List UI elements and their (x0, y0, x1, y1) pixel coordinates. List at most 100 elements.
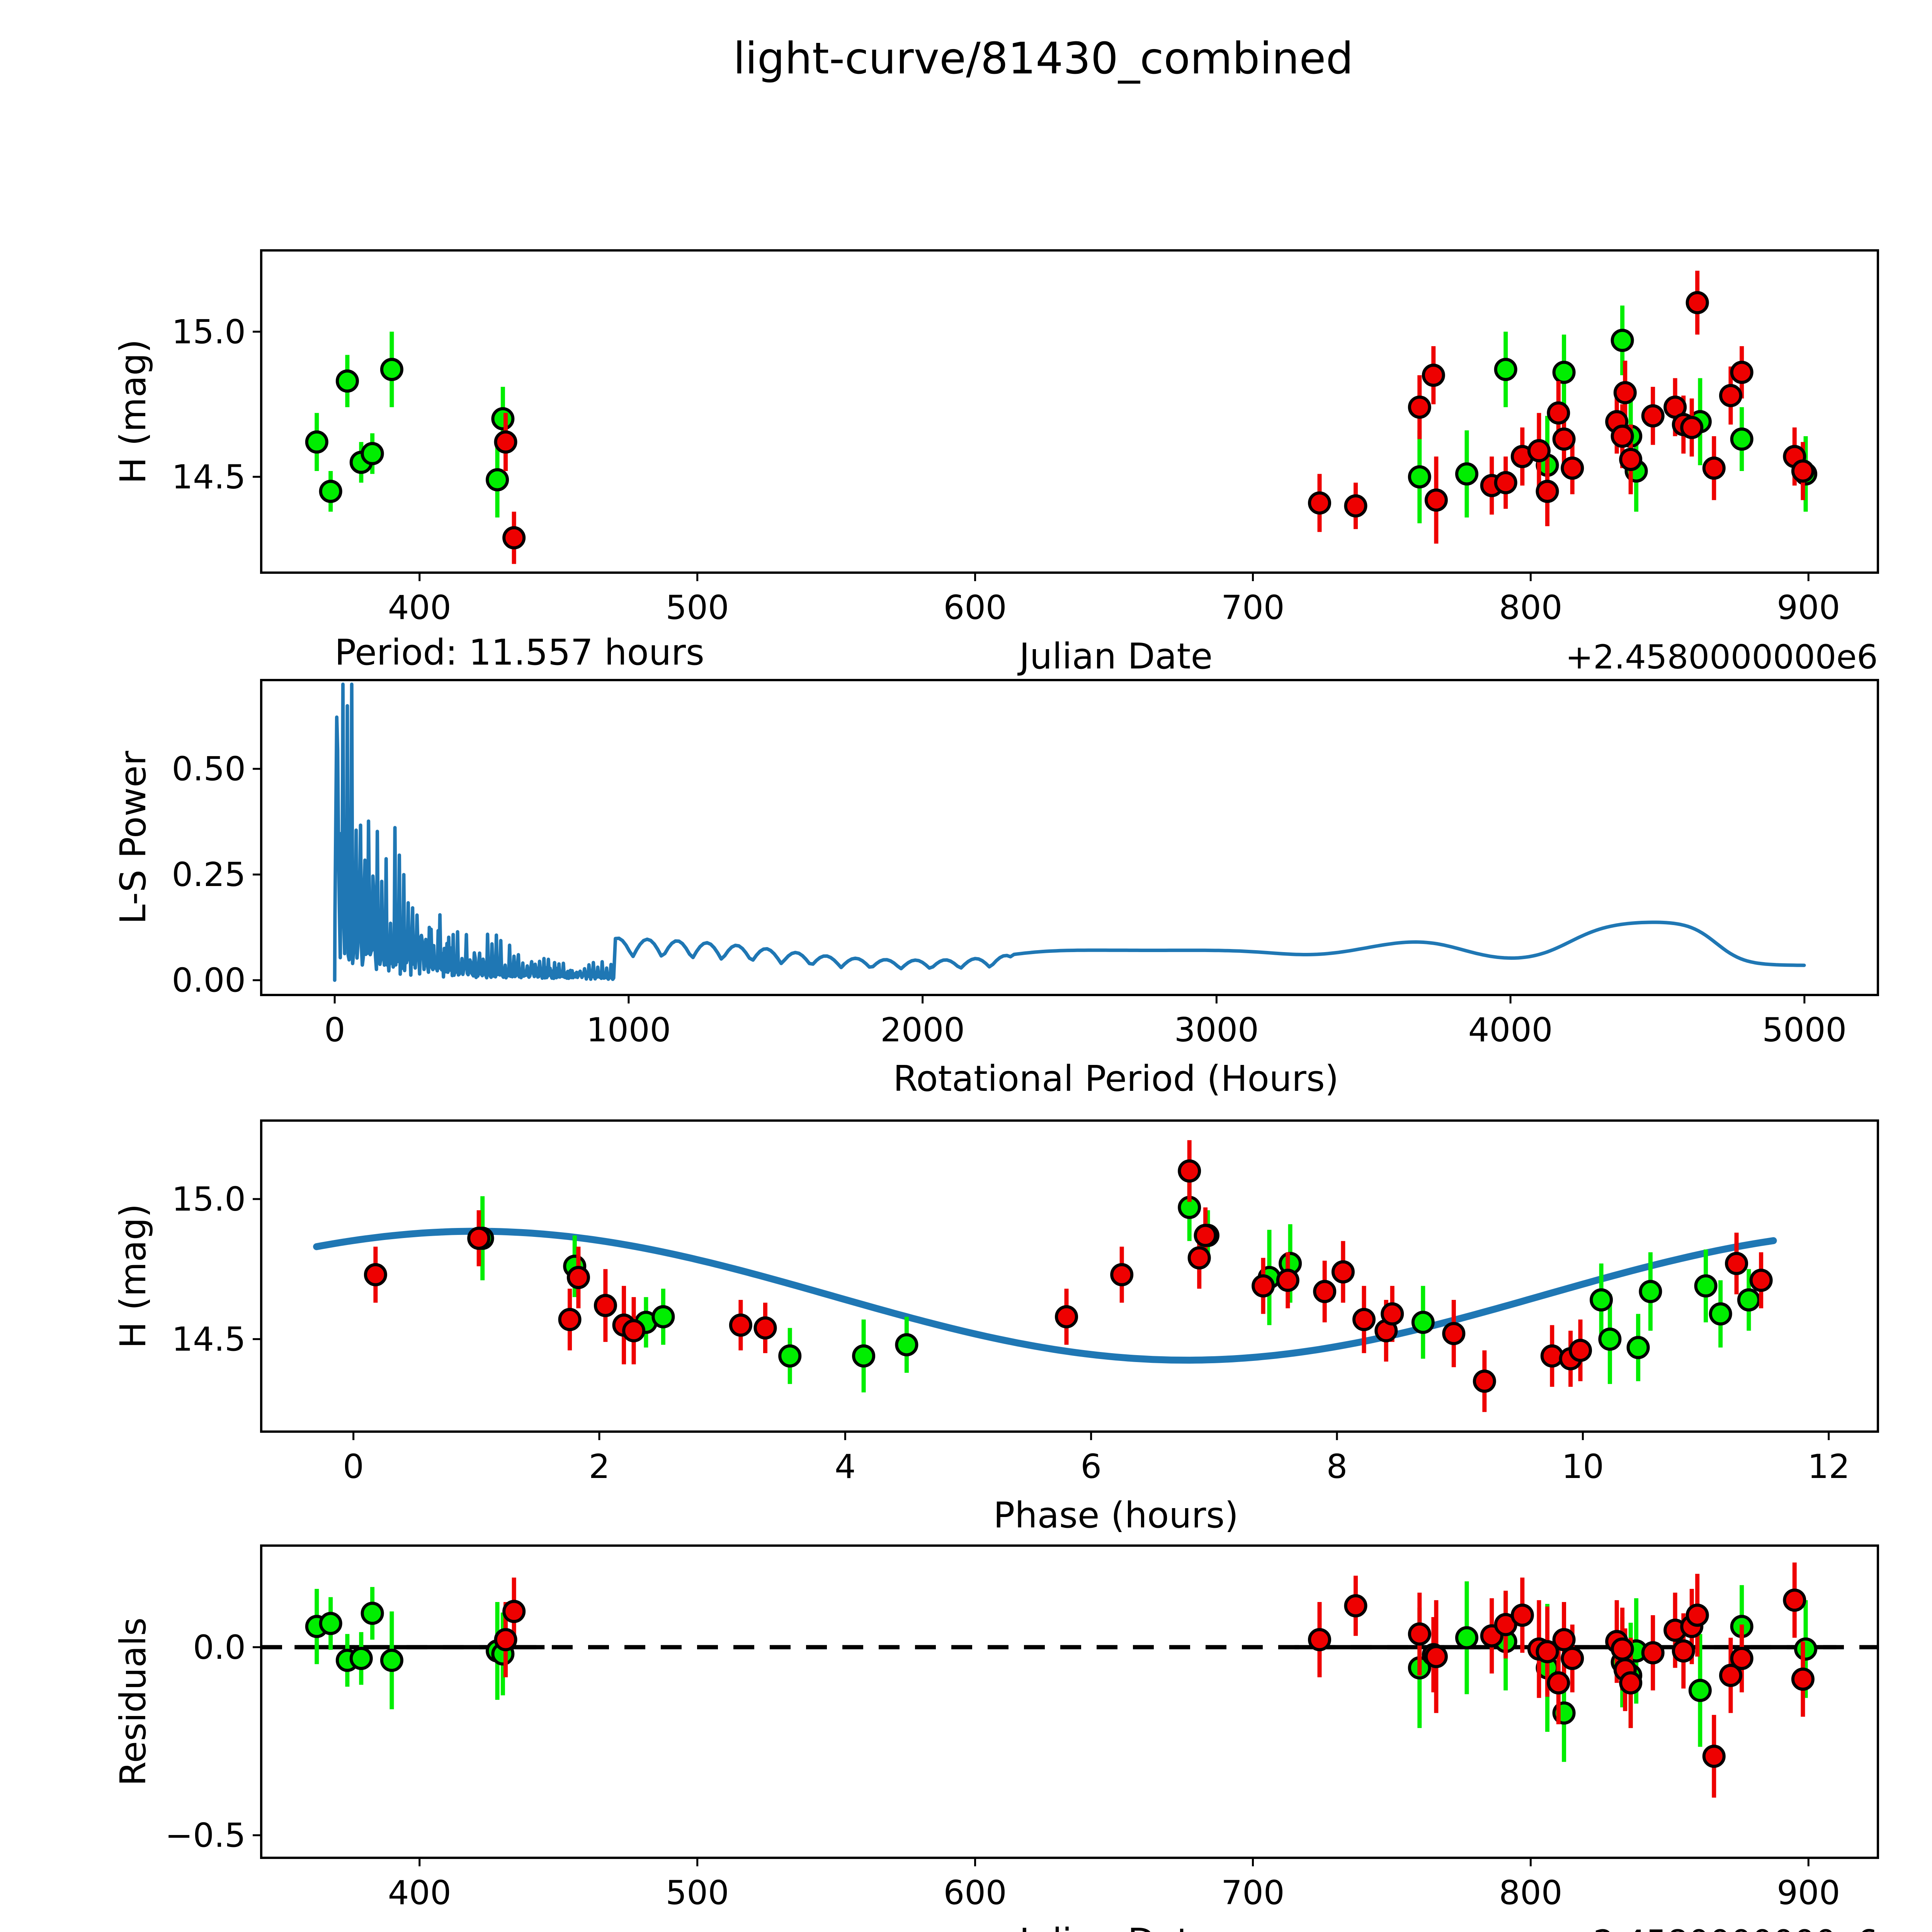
panel-periodogram-yticklabel: 0.00 (172, 961, 246, 1000)
panel-periodogram-xlabel: Rotational Period (Hours) (893, 1058, 1338, 1099)
data-point (1783, 1588, 1806, 1612)
panel-lightcurve-xlabel: Julian Date (1017, 636, 1213, 677)
panel-phase-frame (260, 1119, 1879, 1433)
panel-residuals: 400 500 600 700 800 900 −0.5 0.0 Julian Date Resi… (112, 1544, 1879, 1932)
data-point (1331, 1260, 1355, 1284)
data-point (361, 442, 384, 465)
panel-lightcurve-ylabel: H (mag) (112, 339, 154, 484)
data-point (1344, 1594, 1367, 1617)
data-point (1455, 1626, 1478, 1650)
data-point (1252, 1274, 1275, 1298)
data-point (1455, 462, 1478, 486)
data-point (1352, 1308, 1376, 1331)
data-point (1552, 361, 1576, 384)
panel-periodogram-xticklabel: 2000 (880, 1011, 965, 1049)
data-point (349, 1647, 373, 1670)
panel-phase-xticklabel: 6 (1080, 1447, 1102, 1486)
data-point (1611, 1637, 1634, 1661)
panel-lightcurve-xticklabel: 600 (943, 588, 1007, 627)
data-point (895, 1333, 918, 1357)
data-point (1552, 427, 1576, 451)
panel-residuals-yticklabel: −0.5 (165, 1816, 246, 1855)
data-point (380, 358, 403, 381)
data-point (364, 1263, 387, 1286)
panel-residuals-xticklabel: 700 (1221, 1874, 1284, 1912)
data-point (1408, 395, 1431, 419)
panel-phase-xticklabel: 8 (1327, 1447, 1348, 1486)
phase-fit-curve (313, 1228, 1777, 1364)
data-point (1313, 1280, 1337, 1303)
data-point (729, 1313, 752, 1337)
data-point (1730, 427, 1753, 451)
panel-residuals-xticklabel: 500 (666, 1874, 729, 1912)
panel-residuals-xticklabel: 800 (1499, 1874, 1562, 1912)
panel-residuals-xticklabel: 900 (1777, 1874, 1840, 1912)
data-point (1619, 448, 1643, 471)
data-point (1055, 1305, 1078, 1328)
panels-root: 4 0 0 500 600 700 800 900 14.5 15.0 Julian Date H (… (112, 249, 1879, 1932)
data-point (335, 369, 359, 393)
data-point (486, 468, 509, 492)
panel-residuals-series-red-band (494, 1562, 1815, 1798)
data-point (1791, 459, 1815, 483)
data-point (1730, 361, 1753, 384)
panel-periodogram-xticklabel: 4000 (1468, 1011, 1553, 1049)
panel-lightcurve-yticklabel: 15.0 (172, 313, 246, 351)
panel-periodogram-xticklabel: 3000 (1174, 1011, 1259, 1049)
data-point (1110, 1263, 1134, 1286)
data-point (1685, 291, 1709, 315)
data-point (1424, 1645, 1448, 1668)
panel-phase-xticklabel: 4 (835, 1447, 856, 1486)
data-point (502, 1600, 526, 1623)
panel-periodogram-yticklabel: 0.25 (172, 855, 246, 894)
panel-lightcurve-xticklabel: 700 (1221, 588, 1284, 627)
panel-phase-yticklabel: 15.0 (172, 1180, 246, 1219)
data-point (1626, 1336, 1650, 1359)
data-point (1725, 1252, 1748, 1275)
panel-residuals-yticklabel: 0.0 (193, 1628, 246, 1667)
panel-phase-xticklabel: 0 (343, 1447, 364, 1486)
panel-lightcurve-xticklabel: 800 (1499, 588, 1562, 627)
panel-residuals-x-offset-text: +2.4580000000e6 (1565, 1923, 1878, 1932)
panel-residuals-xticklabel: 600 (943, 1874, 1007, 1912)
data-point (651, 1305, 675, 1328)
panel-periodogram-frame (260, 679, 1879, 996)
data-point (1680, 416, 1704, 439)
panel-lightcurve-series-red-band (494, 270, 1815, 564)
panel-lightcurve-xticklabel: 500 (666, 588, 729, 627)
data-point (1702, 1745, 1726, 1768)
data-point (852, 1344, 876, 1368)
data-point (1194, 1224, 1217, 1247)
data-point (778, 1344, 802, 1368)
panel-lightcurve-frame (260, 249, 1879, 574)
data-point (1737, 1288, 1760, 1312)
panel-lightcurve: 400 500 600 700 800 900 14.5 15.0 Julian Date H (… (112, 249, 1879, 677)
data-point (1598, 1327, 1622, 1351)
periodogram-curve (333, 682, 1806, 982)
data-point (1308, 1628, 1331, 1651)
panel-phase: 0 2 4 6 8 10 12 14.5 15.0 Phase (hours) H (mag) (112, 1119, 1879, 1536)
panel-periodogram: 0 1000 2000 3000 4000 5000 0.00 0.25 0.50 Rotatio… (112, 632, 1879, 1099)
data-point (1794, 1637, 1818, 1661)
panel-phase-xticklabel: 2 (589, 1447, 610, 1486)
data-point (1719, 384, 1742, 407)
panel-lightcurve-xticklabel: 900 (1777, 588, 1840, 627)
data-point (1569, 1338, 1592, 1362)
data-point (1408, 1622, 1431, 1646)
data-point (558, 1308, 582, 1331)
data-point (1639, 1280, 1662, 1303)
panel-residuals-ylabel: Residuals (112, 1617, 154, 1786)
data-point (1552, 1628, 1576, 1651)
panel-periodogram-xticklabel: 5000 (1762, 1011, 1847, 1049)
panel-phase-ylabel: H (mag) (112, 1204, 154, 1349)
data-point (1547, 401, 1570, 425)
panel-phase-yticklabel: 14.5 (172, 1320, 246, 1359)
data-point (1709, 1302, 1732, 1326)
data-point (1510, 1604, 1534, 1627)
data-point (1178, 1159, 1201, 1183)
data-point (1381, 1302, 1404, 1326)
panel-periodogram-xticklabel: 0 (324, 1011, 345, 1049)
